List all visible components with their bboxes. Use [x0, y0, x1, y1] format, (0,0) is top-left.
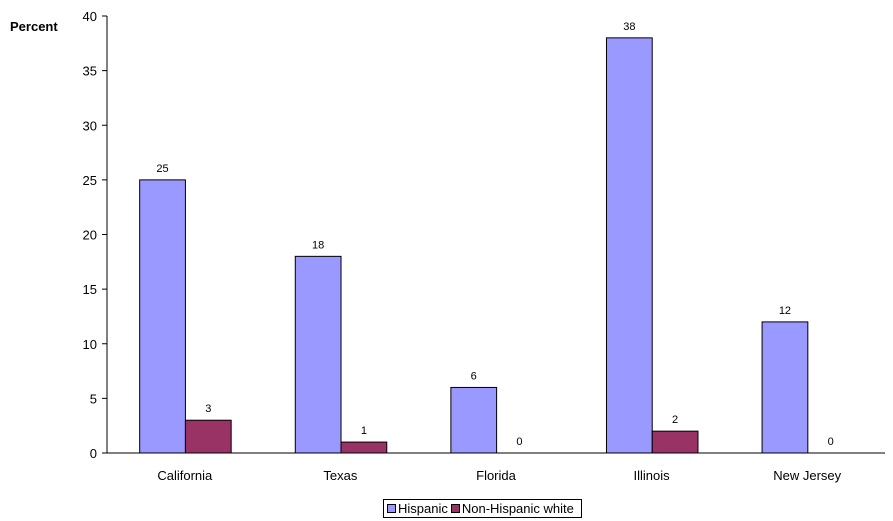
data-label: 25 [156, 163, 168, 175]
data-label: 2 [672, 414, 678, 426]
data-label: 0 [516, 436, 522, 448]
bars-group [139, 37, 809, 454]
bar-hispanic-new-jersey [761, 321, 809, 454]
data-label: 6 [471, 370, 477, 382]
legend-label-non-hispanic-white: Non-Hispanic white [461, 501, 574, 516]
y-axis-ticks: 0 5 10 15 20 25 30 35 40 [83, 9, 107, 461]
y-tick-label: 30 [83, 118, 97, 133]
bar-hispanic-california [139, 179, 186, 454]
bar-hispanic-texas [294, 255, 342, 454]
data-labels-group: 25 3 18 1 6 0 38 2 12 0 [156, 21, 833, 448]
x-axis-ticks: California Texas Florida Illinois New Jersey [157, 468, 841, 483]
data-label: 0 [828, 436, 834, 448]
data-label: 18 [312, 239, 324, 251]
data-label: 38 [623, 21, 635, 33]
legend-item-non-hispanic-white: Non-Hispanic white [450, 501, 574, 516]
y-axis-label: Percent [10, 19, 58, 34]
bar-hispanic-illinois [605, 37, 653, 454]
legend-swatch-hispanic [387, 504, 396, 513]
data-label: 3 [205, 403, 211, 415]
x-tick-label: New Jersey [773, 468, 841, 483]
data-label: 1 [361, 425, 367, 437]
legend-item-hispanic: Hispanic [387, 501, 448, 516]
data-label: 12 [779, 305, 791, 317]
y-tick-label: 40 [83, 9, 97, 24]
x-tick-label: Florida [476, 468, 517, 483]
bar-non-hispanic-white-california [184, 419, 232, 454]
x-tick-label: California [157, 468, 213, 483]
y-tick-label: 25 [83, 173, 97, 188]
y-tick-label: 20 [83, 228, 97, 243]
x-tick-label: Illinois [634, 468, 671, 483]
bar-non-hispanic-white-illinois [651, 430, 699, 454]
bar-non-hispanic-white-texas [340, 441, 388, 454]
legend: Hispanic Non-Hispanic white [383, 499, 582, 518]
legend-label-hispanic: Hispanic [398, 501, 448, 516]
y-tick-label: 15 [83, 282, 97, 297]
y-tick-label: 0 [90, 446, 97, 461]
bar-hispanic-florida [450, 386, 498, 454]
legend-swatch-non-hispanic-white [450, 504, 460, 513]
y-tick-label: 5 [90, 391, 97, 406]
y-tick-label: 10 [83, 337, 97, 352]
y-tick-label: 35 [83, 64, 97, 79]
x-tick-label: Texas [323, 468, 357, 483]
